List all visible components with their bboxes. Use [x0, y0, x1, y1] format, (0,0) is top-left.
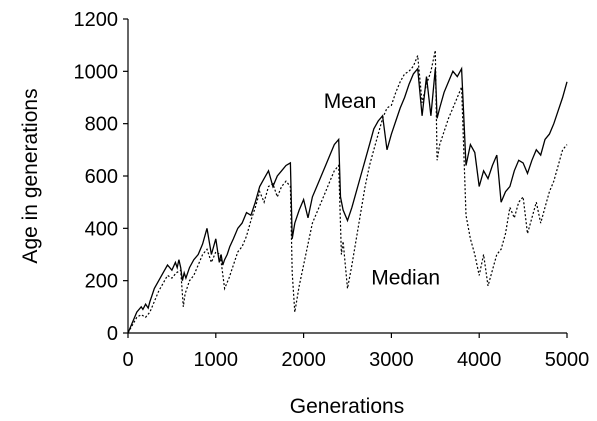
x-tick-label: 5000 — [545, 349, 590, 371]
annotation-label: Median — [371, 267, 440, 290]
y-tick-label: 400 — [85, 218, 118, 240]
y-tick-label: 200 — [85, 271, 118, 293]
annotation-label: Mean — [324, 90, 377, 113]
tick-labels: 0 200 400 600 800 1000 1200 0 1000 2000 3000 4000 50… — [74, 9, 590, 371]
x-tick-label: 1000 — [194, 349, 239, 371]
y-tick-label: 600 — [85, 166, 118, 188]
tick-marks — [123, 18, 568, 338]
y-axis-title: Age in generations — [19, 88, 42, 263]
annotation-layer: Mean Median — [324, 90, 440, 290]
series-line-median — [127, 50, 568, 334]
x-tick-label: 3000 — [369, 349, 414, 371]
x-tick-label: 4000 — [457, 349, 502, 371]
y-tick-label: 1000 — [74, 61, 119, 83]
series-line-mean — [127, 66, 568, 334]
y-tick-label: 1200 — [74, 9, 119, 31]
y-tick-label: 800 — [85, 114, 118, 136]
x-tick-label: 0 — [122, 349, 133, 371]
x-tick-label: 2000 — [281, 349, 326, 371]
series-layer — [127, 50, 568, 334]
y-tick-label: 0 — [107, 323, 118, 345]
x-axis-title: Generations — [290, 395, 404, 418]
